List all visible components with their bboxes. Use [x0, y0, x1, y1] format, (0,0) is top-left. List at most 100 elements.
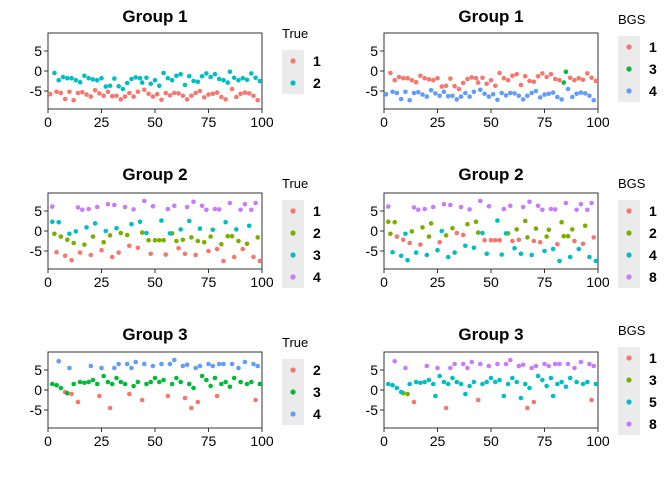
data-point	[463, 243, 468, 249]
data-point	[561, 233, 567, 239]
data-point	[576, 75, 582, 81]
data-point	[394, 90, 400, 96]
data-point	[441, 379, 447, 385]
data-point	[557, 77, 562, 83]
data-point	[129, 76, 134, 82]
legend-title: BGS	[618, 323, 646, 338]
y-tick-label: -5	[30, 243, 43, 259]
data-point	[465, 365, 470, 371]
data-point	[71, 381, 76, 387]
data-point	[516, 237, 522, 243]
data-point	[249, 379, 254, 385]
data-point	[97, 393, 102, 399]
data-point	[148, 379, 154, 385]
data-point	[240, 246, 246, 252]
data-point	[131, 383, 136, 389]
data-point	[116, 83, 121, 89]
data-point	[475, 80, 481, 85]
data-point	[225, 233, 231, 239]
data-point	[238, 207, 243, 213]
data-point	[512, 245, 517, 251]
data-point	[251, 361, 256, 367]
y-tick-label: -5	[366, 402, 379, 418]
data-point	[407, 240, 412, 246]
data-point	[156, 379, 162, 385]
data-point	[450, 93, 455, 99]
data-point	[90, 77, 96, 82]
series-1-points	[388, 70, 599, 92]
legend-key	[626, 44, 632, 50]
data-point	[139, 80, 145, 85]
data-point	[567, 75, 573, 81]
legend-label: 1	[649, 39, 657, 55]
data-point	[182, 82, 188, 88]
data-point	[463, 391, 468, 397]
data-point	[86, 379, 91, 385]
legend-key	[290, 367, 296, 373]
data-point	[495, 218, 500, 223]
x-tick-label: 25	[94, 274, 110, 290]
data-point	[546, 91, 552, 97]
series-2-points	[52, 69, 263, 92]
data-point	[505, 77, 511, 83]
data-point	[542, 248, 547, 254]
data-point	[458, 204, 464, 210]
y-tick-label: 5	[370, 43, 378, 59]
legend-key	[626, 377, 632, 383]
data-point	[454, 97, 460, 102]
data-point	[587, 254, 592, 260]
data-point	[227, 69, 233, 75]
data-point	[244, 381, 250, 387]
legend-title: True	[282, 176, 308, 191]
data-point	[199, 373, 205, 379]
x-tick-label: 100	[586, 433, 610, 449]
data-point	[94, 381, 100, 387]
data-point	[572, 365, 577, 371]
data-point	[507, 90, 513, 96]
data-point	[448, 76, 453, 81]
data-point	[548, 206, 554, 212]
data-point	[492, 83, 498, 89]
data-point	[589, 200, 594, 206]
data-point	[58, 234, 64, 239]
legend-key-background	[282, 200, 304, 288]
data-point	[430, 204, 436, 210]
data-point	[103, 228, 109, 234]
data-point	[510, 375, 515, 381]
data-point	[90, 377, 96, 383]
data-point	[540, 71, 545, 76]
data-point	[216, 361, 222, 367]
data-point	[512, 91, 517, 96]
data-point	[176, 91, 181, 96]
data-point	[587, 361, 592, 367]
data-point	[495, 97, 500, 103]
data-point	[433, 91, 438, 96]
data-point	[127, 243, 132, 249]
data-point	[501, 75, 507, 81]
y-tick-label: 0	[34, 382, 42, 398]
legend-key	[626, 252, 632, 258]
data-point	[212, 375, 218, 381]
data-point	[580, 381, 586, 387]
x-tick-label: 0	[380, 114, 388, 130]
data-point	[522, 73, 528, 79]
data-point	[409, 77, 415, 83]
data-point	[174, 238, 179, 244]
data-point	[400, 237, 406, 243]
data-point	[499, 252, 505, 257]
data-point	[516, 93, 522, 99]
data-point	[469, 75, 475, 80]
data-point	[52, 70, 57, 76]
data-point	[144, 230, 149, 236]
data-point	[150, 203, 156, 209]
data-point	[184, 362, 190, 368]
data-point	[507, 357, 513, 363]
data-point	[550, 246, 556, 252]
y-tick-label: -5	[30, 402, 43, 418]
legend-label: 8	[649, 416, 657, 432]
data-point	[112, 202, 117, 208]
